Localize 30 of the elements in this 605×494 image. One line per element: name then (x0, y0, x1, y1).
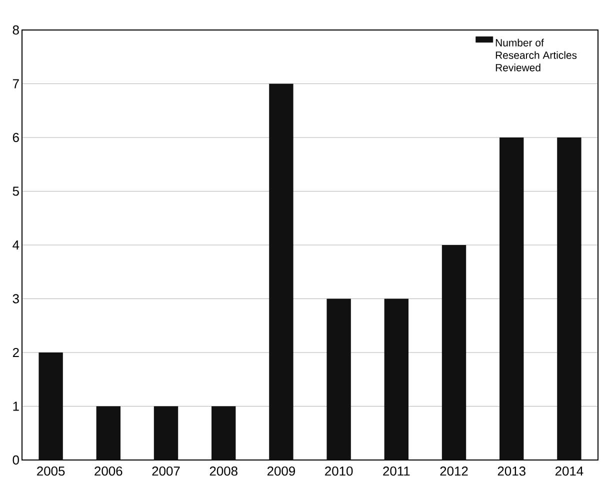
bar (212, 406, 236, 460)
bar (384, 298, 408, 460)
x-tick-label: 2014 (555, 466, 584, 476)
x-tick-label: 2007 (152, 466, 180, 476)
x-tick-label: 2008 (210, 466, 238, 476)
y-tick-label: 3 (12, 294, 19, 304)
x-tick-label: 2006 (94, 466, 122, 476)
y-tick-label: 8 (12, 25, 19, 35)
x-tick-label: 2010 (325, 466, 353, 476)
bar (154, 406, 178, 460)
x-tick-label: 2011 (383, 466, 410, 476)
bar (38, 352, 63, 460)
x-tick-label: 2013 (498, 466, 526, 476)
legend-label: Number of Research Articles Reviewed (496, 38, 577, 72)
x-tick-label: 2005 (37, 466, 65, 476)
bar (326, 298, 351, 460)
bar (442, 244, 466, 460)
y-tick-label: 6 (12, 132, 19, 142)
bar (269, 84, 294, 460)
y-tick-label: 0 (12, 455, 19, 465)
x-tick-label: 2009 (267, 466, 295, 476)
x-tick-label: 2012 (440, 466, 468, 476)
bar (96, 406, 121, 460)
bar (500, 137, 524, 460)
y-tick-label: 2 (12, 348, 19, 358)
bar (557, 137, 582, 460)
y-tick-label: 1 (13, 402, 19, 411)
y-tick-label: 7 (12, 79, 19, 88)
y-tick-label: 5 (12, 186, 19, 196)
y-tick-label: 4 (12, 240, 20, 250)
